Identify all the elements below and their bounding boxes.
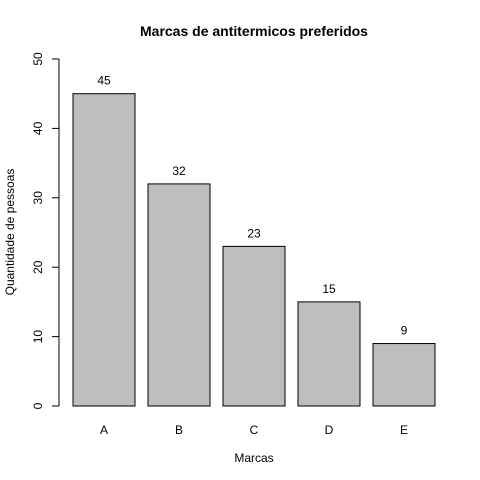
bar-c (222, 245, 286, 407)
bar-b (147, 183, 211, 407)
chart-title: Marcas de antitermicos preferidos (140, 23, 368, 39)
y-tick-label-0: 0 (31, 402, 45, 409)
data-label-d: 15 (322, 282, 336, 296)
bar-a (72, 93, 136, 407)
x-tick-label-e: E (400, 423, 408, 437)
x-tick-label-c: C (250, 423, 259, 437)
data-label-c: 23 (247, 226, 261, 240)
data-label-e: 9 (401, 324, 408, 338)
y-tick-label-50: 50 (31, 52, 45, 66)
data-label-b: 32 (172, 164, 186, 178)
x-tick-label-d: D (325, 423, 334, 437)
y-tick-label-20: 20 (31, 260, 45, 274)
bars-group (72, 93, 436, 407)
bar-d (297, 301, 361, 407)
bar-e (372, 343, 436, 407)
y-axis-label: Quantidade de pessoas (3, 169, 17, 296)
data-label-a: 45 (97, 74, 111, 88)
x-tick-label-a: A (100, 423, 108, 437)
y-axis: 0 10 20 30 40 50 (31, 52, 60, 409)
y-tick-label-10: 10 (31, 330, 45, 344)
y-tick-label-30: 30 (31, 191, 45, 205)
y-tick-label-40: 40 (31, 121, 45, 135)
x-tick-label-b: B (175, 423, 183, 437)
data-labels-group: 45 32 23 15 9 (97, 74, 407, 338)
x-axis: A B C D E (100, 423, 408, 437)
x-axis-label: Marcas (234, 451, 273, 465)
